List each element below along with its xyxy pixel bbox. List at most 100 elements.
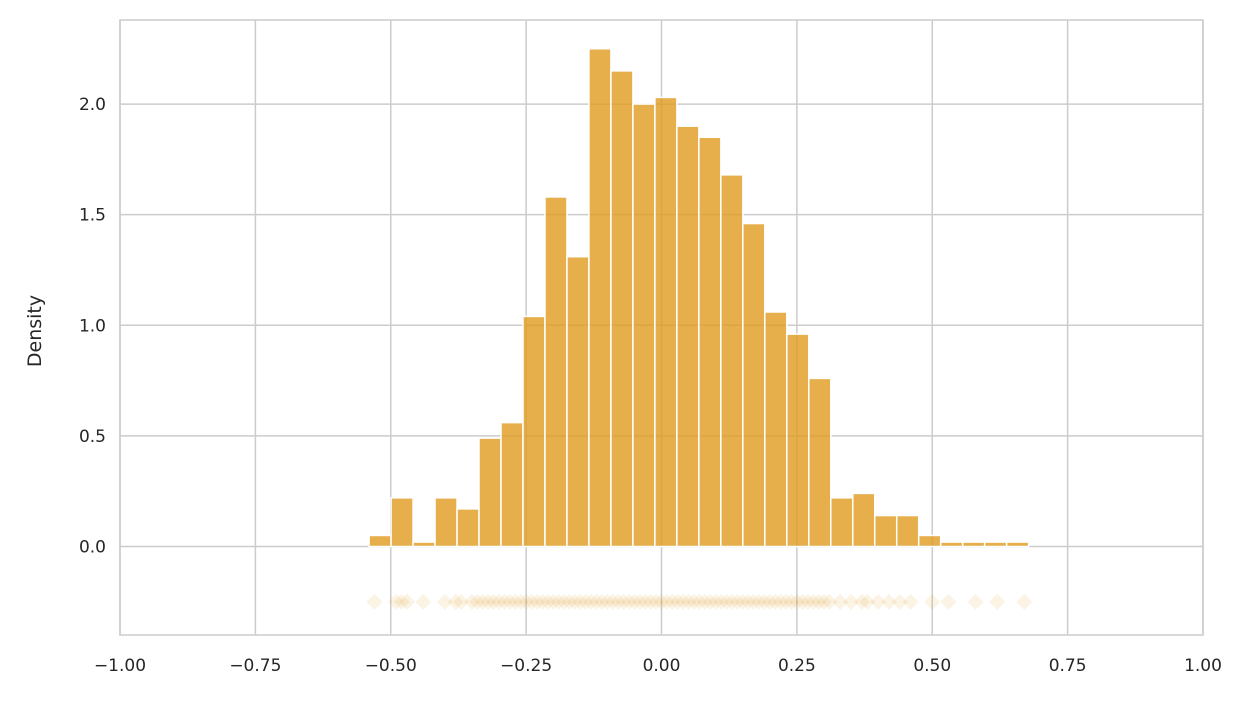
rug-marker (783, 593, 800, 610)
plot-frame (119, 19, 1204, 636)
rug-marker (512, 593, 529, 610)
histogram-bar (544, 196, 568, 548)
x-tick-label: −1.00 (94, 656, 146, 676)
rug-marker (853, 593, 870, 610)
rug-marker (750, 593, 767, 610)
rug-marker (615, 593, 632, 610)
rug-marker (685, 593, 702, 610)
rug-marker (485, 593, 502, 610)
rug-marker (718, 593, 735, 610)
rug-marker (707, 593, 724, 610)
x-tick-label: 0.75 (1049, 656, 1087, 676)
rug-marker (843, 593, 860, 610)
rug-marker (556, 593, 573, 610)
x-tick-label: −0.75 (229, 656, 281, 676)
x-tick-label: 1.00 (1184, 656, 1222, 676)
rug-marker (940, 593, 957, 610)
rug-marker (675, 593, 692, 610)
histogram-bar (895, 514, 920, 548)
rug-marker (794, 593, 811, 610)
x-tick-label: 0.25 (778, 656, 816, 676)
rug-marker (577, 593, 594, 610)
rug-marker (756, 593, 773, 610)
rug-marker (474, 593, 491, 610)
rug-marker (691, 593, 708, 610)
rug-marker (366, 593, 383, 610)
x-tick-label: 0.50 (913, 656, 951, 676)
rug-marker (491, 593, 508, 610)
rug-marker (967, 593, 984, 610)
rug-marker (566, 593, 583, 610)
rug-marker (572, 593, 589, 610)
rug-marker (507, 593, 524, 610)
rug-marker (518, 593, 535, 610)
histogram-bar (588, 48, 612, 548)
x-tick-label: −0.50 (365, 656, 417, 676)
histogram-bar (983, 541, 1008, 548)
y-tick-labels: 0.0 0.5 1.0 1.5 2.0 (79, 95, 106, 557)
histogram-bar (478, 437, 502, 548)
rug-marker (767, 593, 784, 610)
histogram-bar (434, 497, 458, 548)
histogram-bar (522, 315, 546, 548)
rug-marker (561, 593, 578, 610)
rug-marker (772, 593, 789, 610)
x-tick-labels: −1.00 −0.75 −0.50 −0.25 0.00 0.25 0.50 0.75 1.00 (94, 656, 1222, 676)
histogram-bar (390, 497, 414, 548)
rug-marker (669, 593, 686, 610)
y-tick-label: 1.5 (79, 206, 106, 226)
rug-marker (778, 593, 795, 610)
histogram-bar (412, 541, 436, 548)
histogram-bar (852, 492, 876, 548)
x-tick-label: −0.25 (500, 656, 552, 676)
rug-marker (501, 593, 518, 610)
rug-marker (891, 593, 908, 610)
rug-marker (880, 593, 897, 610)
rug-marker (545, 593, 562, 610)
rug-marker (761, 593, 778, 610)
rug-marker (496, 593, 513, 610)
histogram-bar (917, 534, 942, 548)
rug-marker (832, 593, 849, 610)
rug-marker (805, 593, 822, 610)
rug-marker (604, 593, 621, 610)
rug-marker (859, 593, 876, 610)
histogram-bar (368, 534, 392, 548)
rug-marker (902, 593, 919, 610)
rug-marker (599, 593, 616, 610)
rug-marker (702, 593, 719, 610)
rug-marker (593, 593, 610, 610)
rug-marker (583, 593, 600, 610)
rug-markers (366, 593, 1033, 610)
rug-marker (745, 593, 762, 610)
histogram-bar (654, 96, 678, 548)
rug-marker (642, 593, 659, 610)
rug-marker (393, 593, 410, 610)
rug-marker (799, 593, 816, 610)
rug-marker (626, 593, 643, 610)
histogram-bar (500, 421, 524, 548)
histogram-bar (632, 103, 656, 548)
rug-marker (821, 593, 838, 610)
rug-marker (788, 593, 805, 610)
rug-marker (550, 593, 567, 610)
rug-marker (463, 593, 480, 610)
rug-marker (729, 593, 746, 610)
histogram-bar (1005, 541, 1030, 548)
rug-marker (539, 593, 556, 610)
histogram-bar (961, 541, 986, 548)
rug-marker (1016, 593, 1033, 610)
rug-marker (453, 593, 470, 610)
histogram-bar (764, 311, 788, 548)
rug-marker (664, 593, 681, 610)
rug-marker (469, 593, 486, 610)
histogram-bar (698, 136, 722, 548)
histogram-bar (676, 125, 700, 548)
rug-marker (810, 593, 827, 610)
rug-marker (680, 593, 697, 610)
rug-marker (447, 593, 464, 610)
rug-marker (653, 593, 670, 610)
rug-marker (523, 593, 540, 610)
histogram-bar (456, 508, 480, 548)
